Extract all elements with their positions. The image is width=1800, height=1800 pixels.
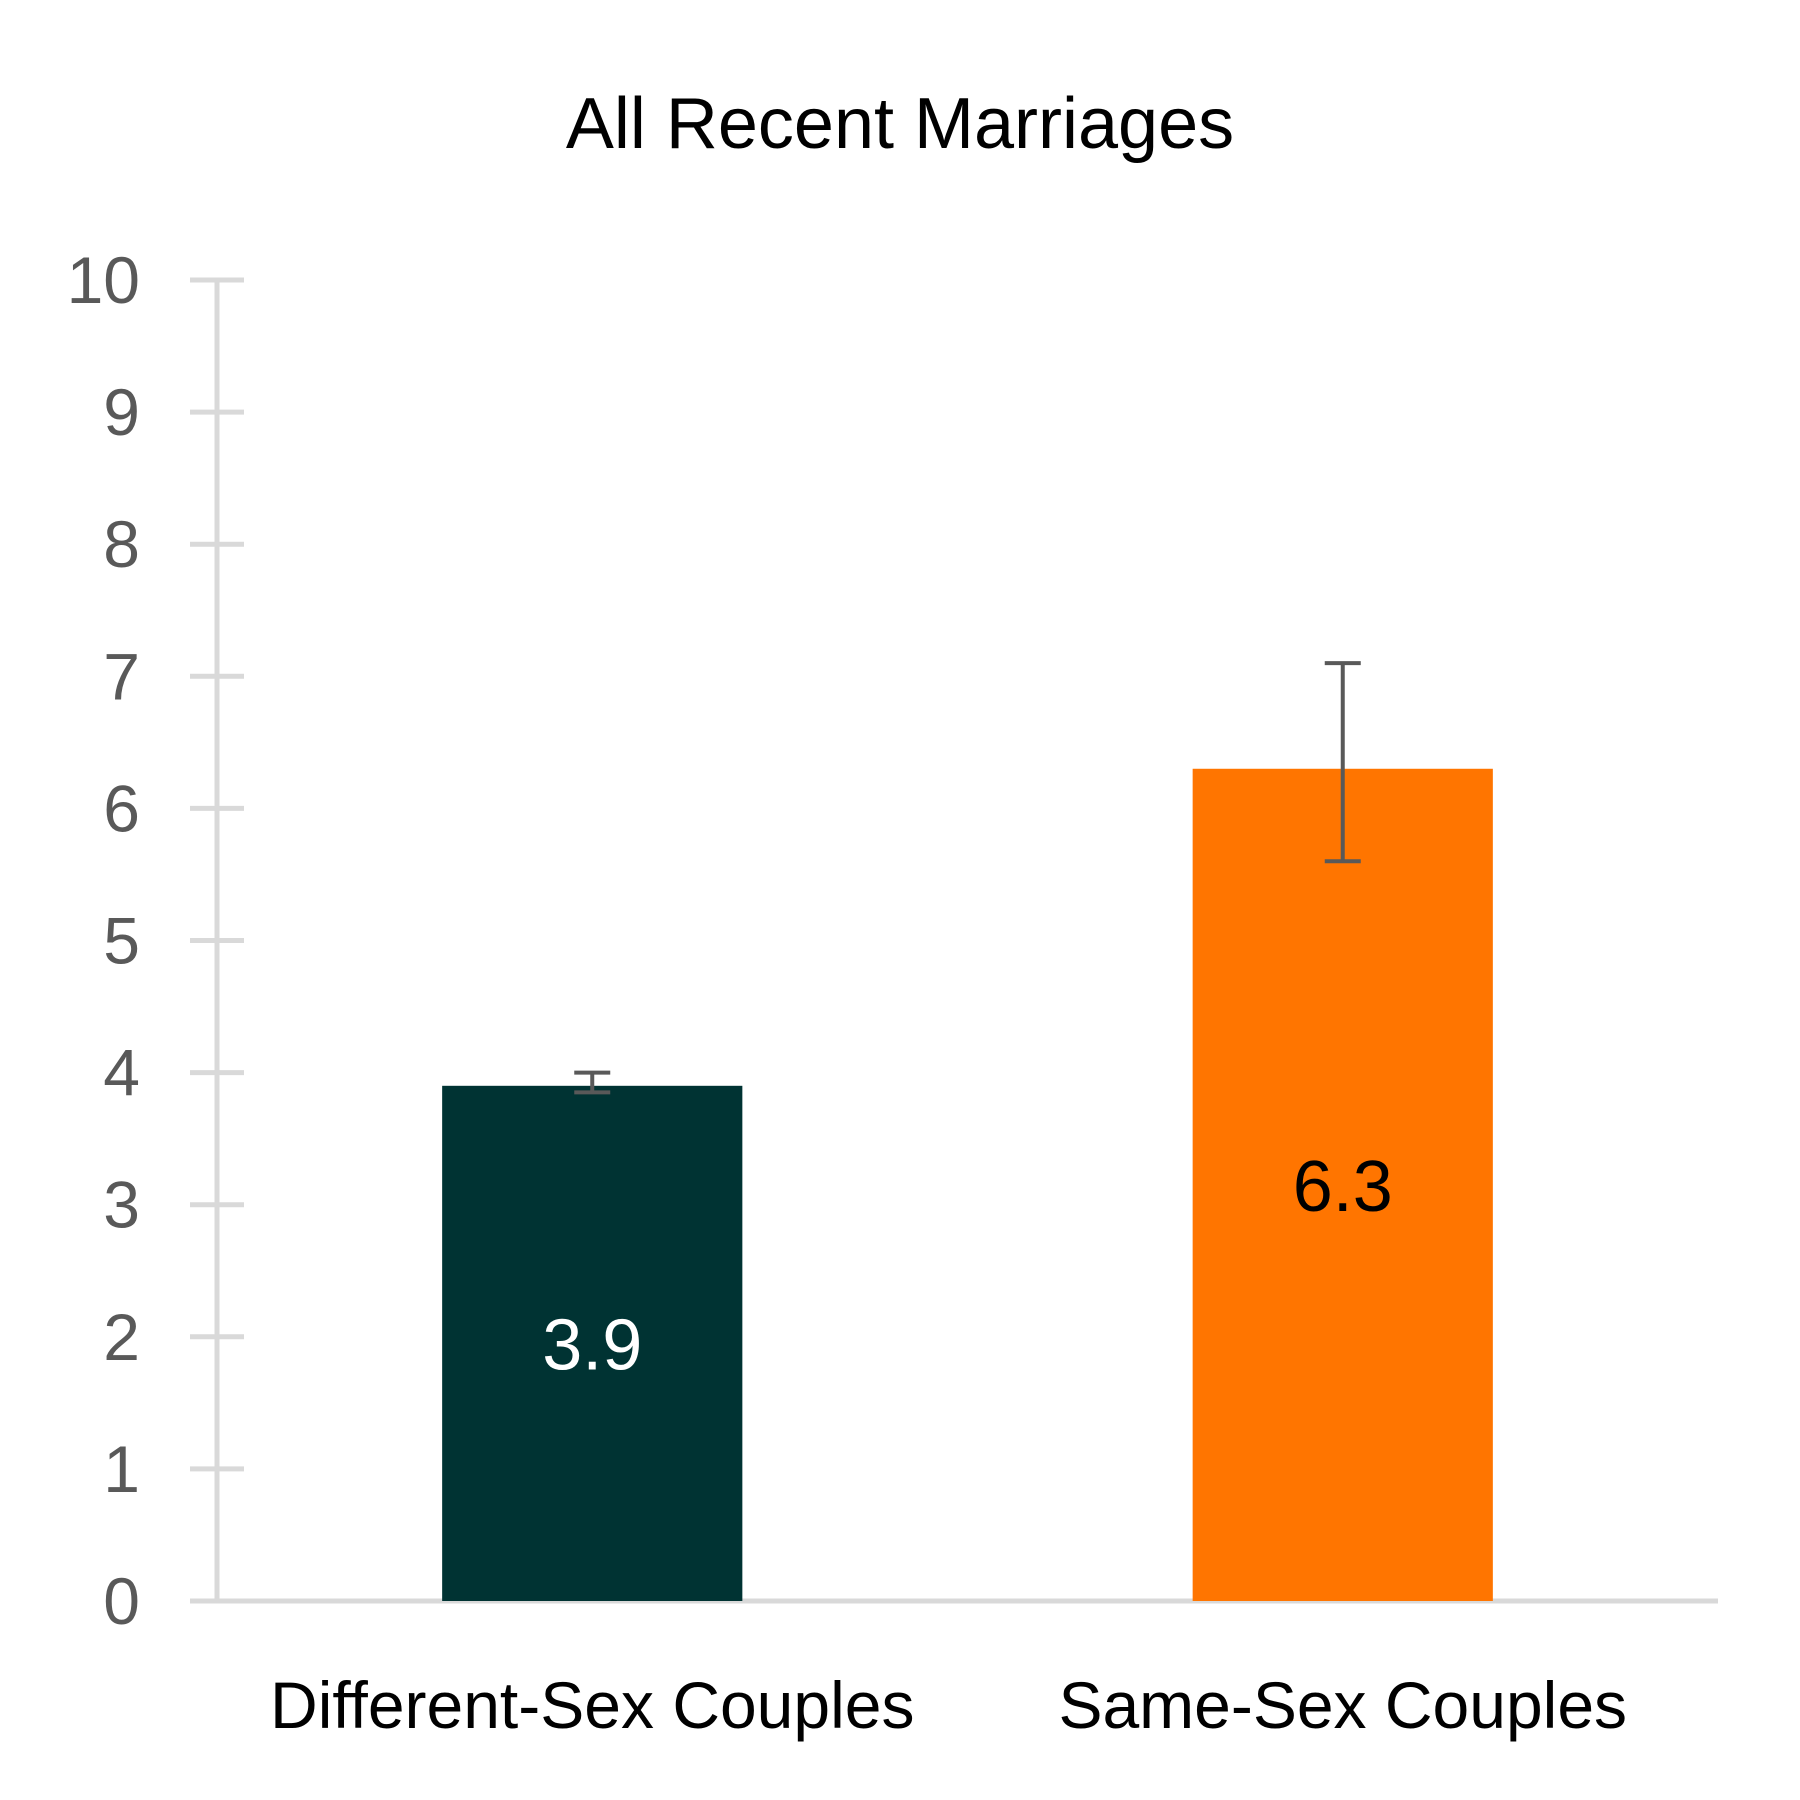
y-tick-label: 10 [67, 243, 140, 317]
y-tick-label: 7 [103, 639, 140, 713]
y-tick-label: 9 [103, 375, 140, 449]
data-label: 6.3 [1293, 1147, 1393, 1227]
y-tick-label: 0 [103, 1564, 140, 1638]
chart-title: All Recent Marriages [566, 84, 1234, 164]
data-label: 3.9 [542, 1305, 642, 1385]
bar [1192, 768, 1493, 1601]
error-bars [574, 661, 1361, 1095]
bar [442, 1085, 743, 1601]
y-tick-label: 5 [103, 904, 140, 978]
y-tick-label: 2 [103, 1300, 140, 1374]
y-tick-label: 4 [103, 1036, 140, 1110]
y-tick-label: 1 [103, 1432, 140, 1506]
y-tick-label: 8 [103, 507, 140, 581]
x-tick-label: Different-Sex Couples [270, 1668, 914, 1742]
y-tick-label: 3 [103, 1168, 140, 1242]
bars [442, 768, 1493, 1601]
x-axis-labels: Different-Sex Couples Same-Sex Couples [270, 1668, 1627, 1742]
y-tick-label: 6 [103, 771, 140, 845]
data-labels: 3.9 6.3 [542, 1147, 1393, 1386]
x-tick-label: Same-Sex Couples [1058, 1668, 1627, 1742]
